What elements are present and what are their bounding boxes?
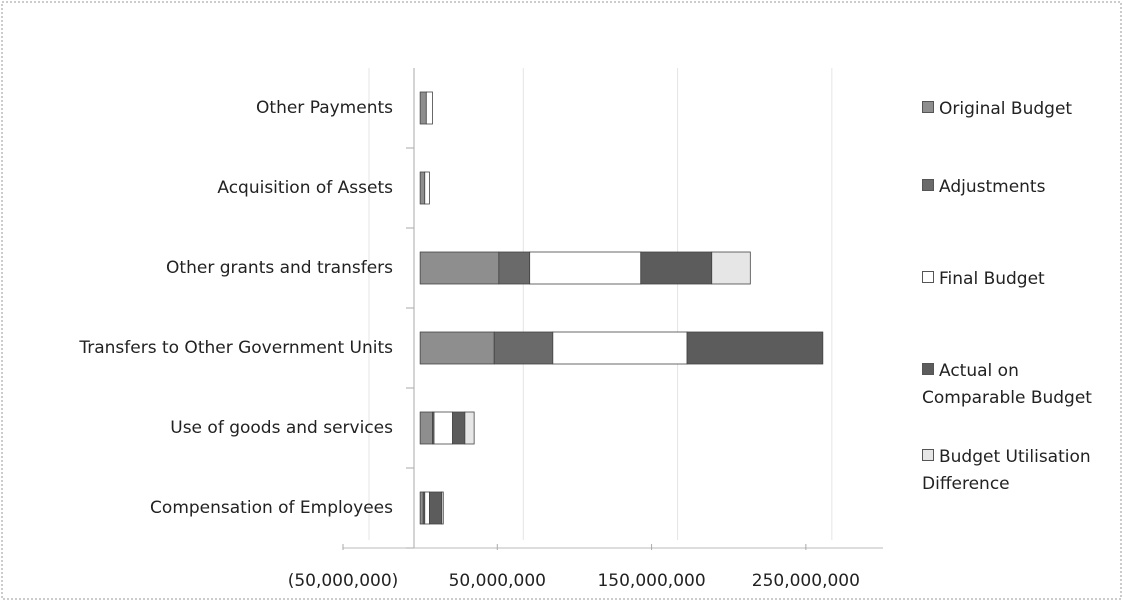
y-tick-label: Acquisition of Assets <box>217 178 393 198</box>
legend-item: Final Budget <box>922 266 1112 293</box>
x-tick-label: 50,000,000 <box>449 571 546 591</box>
y-tick-label: Transfers to Other Government Units <box>78 338 393 358</box>
bar-segment <box>433 411 453 445</box>
bar-segment <box>498 251 531 285</box>
bar-segment <box>441 491 444 525</box>
bar-segment <box>464 411 475 445</box>
y-tick-label: Other grants and transfers <box>166 258 393 278</box>
bar-segment <box>529 251 642 285</box>
legend-label: Budget Utilisation Difference <box>922 447 1091 494</box>
x-tick-label: 250,000,000 <box>752 571 860 591</box>
y-tick-label: Compensation of Employees <box>150 498 393 518</box>
bar-segment <box>711 251 751 285</box>
legend-label: Actual on Comparable Budget <box>922 361 1092 408</box>
legend-label: Original Budget <box>939 99 1073 119</box>
y-tick-label: Other Payments <box>256 98 393 118</box>
bar-segment <box>428 491 443 525</box>
x-tick-label: (50,000,000) <box>288 571 399 591</box>
bar-segment <box>419 251 500 285</box>
legend-item: Original Budget <box>922 96 1112 123</box>
bar-segment <box>452 411 466 445</box>
legend-label: Adjustments <box>939 177 1046 197</box>
bar-segment <box>419 171 426 205</box>
legend-item: Adjustments <box>922 174 1112 201</box>
x-tick-label: 150,000,000 <box>597 571 705 591</box>
legend-swatch <box>922 101 934 113</box>
bar-segment <box>640 251 713 285</box>
bar-segment <box>493 331 554 365</box>
y-tick-label: Use of goods and services <box>170 418 393 438</box>
legend-swatch <box>922 271 934 283</box>
bar-segment <box>686 331 824 365</box>
bar-segment <box>419 411 433 445</box>
bar-segment <box>419 491 424 525</box>
legend-label: Final Budget <box>939 269 1045 289</box>
legend-swatch <box>922 179 934 191</box>
bar-segment <box>552 331 688 365</box>
bar-segment <box>419 91 427 125</box>
legend-item: Actual on Comparable Budget <box>922 358 1112 412</box>
bar-segment <box>419 331 495 365</box>
bar-segment <box>424 491 430 525</box>
legend-item: Budget Utilisation Difference <box>922 444 1112 498</box>
legend-swatch <box>922 363 934 375</box>
bar-segment <box>425 91 433 125</box>
legend-swatch <box>922 449 934 461</box>
bar-segment <box>424 171 430 205</box>
